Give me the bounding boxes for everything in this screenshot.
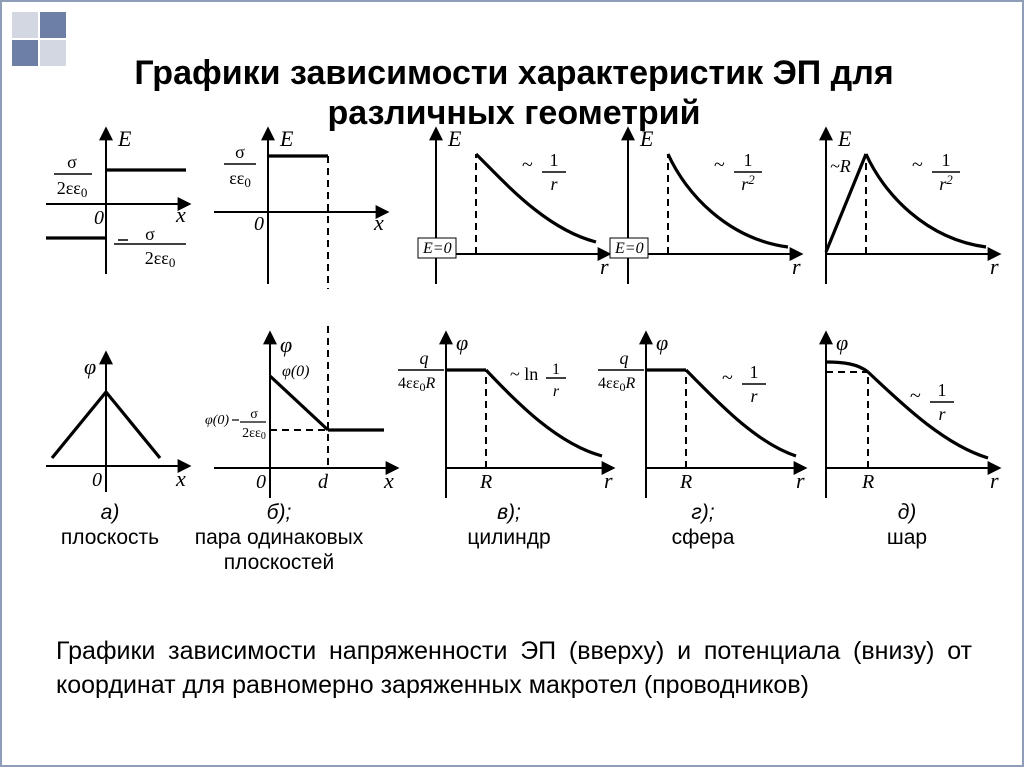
svg-text:1: 1 bbox=[550, 150, 559, 170]
svg-text:d: d bbox=[318, 471, 329, 493]
svg-text:σ: σ bbox=[145, 224, 155, 244]
slide-frame: Графики зависимости характеристик ЭП для… bbox=[0, 0, 1024, 767]
svg-text:~: ~ bbox=[714, 154, 725, 176]
chart-c-E: E r ~ 1 r E=0 bbox=[416, 124, 616, 296]
svg-text:x: x bbox=[175, 466, 186, 491]
chart-e-E: E r ~R ~ 1 r2 bbox=[806, 124, 1006, 296]
decor-square bbox=[12, 40, 38, 66]
svg-text:E: E bbox=[639, 126, 654, 151]
chart-d-phi: φ r R q 4εε0R ~ 1 r bbox=[598, 322, 810, 504]
svg-text:r: r bbox=[990, 254, 999, 279]
svg-text:1: 1 bbox=[942, 150, 951, 170]
svg-text:E: E bbox=[447, 126, 462, 151]
svg-text:r: r bbox=[553, 383, 560, 400]
svg-text:R: R bbox=[861, 471, 874, 493]
svg-text:σ: σ bbox=[235, 142, 245, 162]
svg-text:0: 0 bbox=[94, 207, 104, 229]
svg-text:r: r bbox=[990, 468, 999, 493]
svg-text:φ(0): φ(0) bbox=[282, 363, 310, 380]
chart-d-E: E r ~ 1 r2 E=0 bbox=[608, 124, 808, 296]
svg-text:q: q bbox=[420, 348, 429, 368]
svg-text:4εε0R: 4εε0R bbox=[598, 375, 635, 394]
caption-d: г); сфера bbox=[618, 500, 788, 550]
svg-text:0: 0 bbox=[254, 213, 264, 235]
caption-a: а) плоскость bbox=[50, 500, 170, 550]
svg-text:r2: r2 bbox=[939, 172, 953, 194]
svg-text:1: 1 bbox=[552, 361, 560, 378]
svg-text:r: r bbox=[750, 386, 758, 406]
svg-text:r: r bbox=[796, 468, 805, 493]
chart-b-E: E x 0 σ εε0 bbox=[204, 124, 394, 289]
svg-text:4εε0R: 4εε0R bbox=[398, 375, 435, 394]
svg-text:σ: σ bbox=[250, 407, 258, 422]
svg-text:x: x bbox=[175, 202, 186, 227]
svg-text:E=0: E=0 bbox=[422, 240, 452, 257]
decor-square bbox=[12, 12, 38, 38]
caption-e: д) шар bbox=[822, 500, 992, 550]
description-text: Графики зависимости напряженности ЭП (вв… bbox=[56, 635, 972, 703]
svg-text:q: q bbox=[620, 348, 629, 368]
svg-text:1: 1 bbox=[750, 362, 759, 382]
svg-text:φ(0): φ(0) bbox=[205, 413, 229, 428]
svg-text:R: R bbox=[679, 471, 692, 493]
svg-text:σ: σ bbox=[67, 152, 77, 172]
decor-square bbox=[40, 40, 66, 66]
svg-text:φ: φ bbox=[656, 330, 668, 355]
caption-c: в); цилиндр bbox=[424, 500, 594, 550]
chart-b-phi: φ x 0 d φ(0) φ(0) σ 2εε0 bbox=[204, 322, 404, 504]
svg-text:1: 1 bbox=[744, 150, 753, 170]
chart-e-phi: φ r R ~ 1 r bbox=[806, 322, 1006, 504]
svg-text:0: 0 bbox=[256, 471, 266, 493]
svg-text:εε0: εε0 bbox=[229, 168, 251, 190]
svg-text:φ: φ bbox=[84, 354, 96, 379]
svg-text:φ: φ bbox=[836, 330, 848, 355]
svg-text:0: 0 bbox=[92, 469, 102, 491]
svg-text:φ: φ bbox=[456, 330, 468, 355]
svg-text:~: ~ bbox=[910, 385, 921, 407]
svg-text:~ ln: ~ ln bbox=[510, 364, 538, 384]
svg-text:E: E bbox=[117, 126, 132, 151]
svg-text:x: x bbox=[373, 210, 384, 235]
chart-a-phi: φ x 0 bbox=[36, 342, 196, 502]
chart-c-phi: φ r R q 4εε0R ~ ln 1 r bbox=[398, 322, 620, 504]
svg-text:2εε0: 2εε0 bbox=[145, 248, 176, 270]
svg-text:r: r bbox=[550, 174, 558, 194]
caption-b: б); пара одинаковых плоскостей bbox=[164, 500, 394, 576]
svg-text:x: x bbox=[383, 468, 394, 493]
page-title: Графики зависимости характеристик ЭП для… bbox=[92, 53, 936, 133]
decor-square bbox=[40, 12, 66, 38]
svg-text:R: R bbox=[479, 471, 492, 493]
svg-text:E: E bbox=[279, 126, 294, 151]
svg-text:E: E bbox=[837, 126, 852, 151]
svg-text:2εε0: 2εε0 bbox=[57, 178, 88, 200]
svg-text:r2: r2 bbox=[741, 172, 755, 194]
svg-text:E=0: E=0 bbox=[614, 240, 644, 257]
svg-text:~R: ~R bbox=[830, 156, 851, 176]
svg-text:~: ~ bbox=[522, 154, 533, 176]
svg-text:r: r bbox=[792, 254, 801, 279]
chart-a-E: E x 0 σ 2εε0 σ 2εε0 bbox=[36, 124, 196, 284]
svg-text:~: ~ bbox=[912, 154, 923, 176]
svg-text:1: 1 bbox=[938, 380, 947, 400]
svg-text:φ: φ bbox=[280, 332, 292, 357]
svg-text:r: r bbox=[938, 404, 946, 424]
svg-text:2εε0: 2εε0 bbox=[242, 426, 266, 442]
svg-text:~: ~ bbox=[722, 367, 733, 389]
